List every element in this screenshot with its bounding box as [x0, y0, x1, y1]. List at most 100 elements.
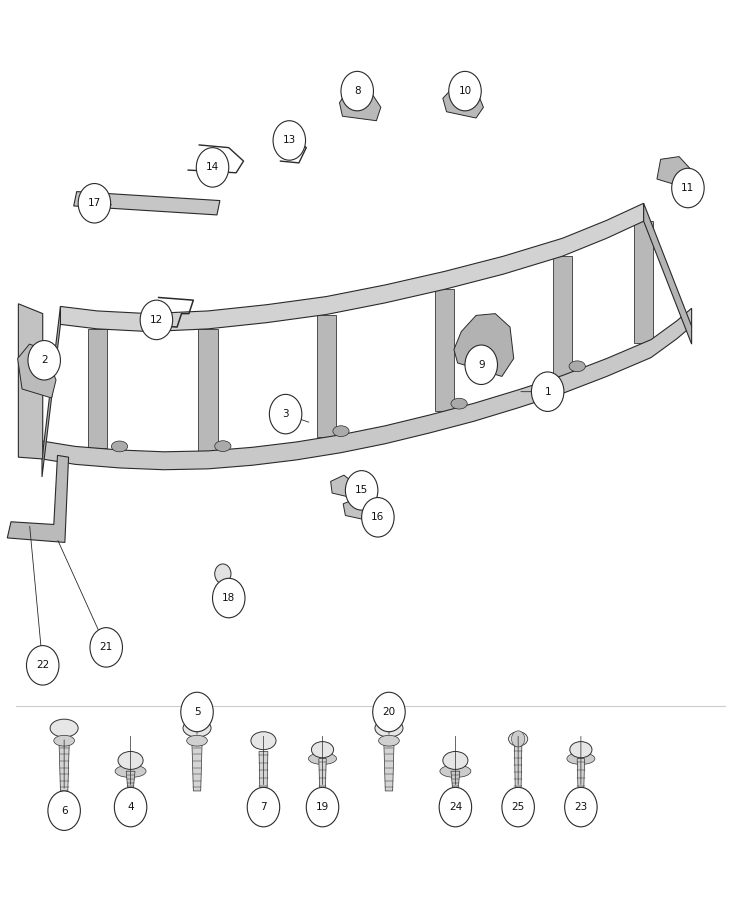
Polygon shape	[435, 290, 454, 411]
Text: 24: 24	[449, 802, 462, 812]
Polygon shape	[339, 89, 381, 121]
Ellipse shape	[54, 735, 75, 746]
Text: 17: 17	[87, 198, 101, 208]
Polygon shape	[443, 86, 483, 118]
Text: 13: 13	[282, 136, 296, 146]
Polygon shape	[343, 498, 370, 520]
Ellipse shape	[251, 732, 276, 750]
Circle shape	[213, 579, 245, 617]
Ellipse shape	[115, 765, 146, 778]
Circle shape	[273, 121, 305, 160]
Text: 20: 20	[382, 707, 396, 717]
Polygon shape	[259, 752, 268, 788]
Ellipse shape	[183, 719, 211, 737]
Text: 22: 22	[36, 661, 50, 670]
Circle shape	[531, 372, 564, 411]
Circle shape	[439, 788, 471, 827]
Text: 5: 5	[193, 707, 200, 717]
Polygon shape	[634, 221, 654, 343]
Ellipse shape	[440, 765, 471, 778]
Polygon shape	[59, 741, 70, 791]
Ellipse shape	[311, 742, 333, 758]
Polygon shape	[192, 741, 202, 791]
Text: 9: 9	[478, 360, 485, 370]
Circle shape	[502, 788, 534, 827]
Ellipse shape	[111, 441, 127, 452]
Circle shape	[362, 498, 394, 537]
Polygon shape	[657, 157, 693, 188]
Circle shape	[306, 788, 339, 827]
Polygon shape	[553, 256, 572, 375]
Polygon shape	[42, 308, 691, 470]
Polygon shape	[61, 203, 644, 331]
Circle shape	[114, 788, 147, 827]
Ellipse shape	[375, 719, 403, 737]
Polygon shape	[451, 771, 460, 788]
Polygon shape	[454, 313, 514, 376]
Circle shape	[511, 731, 525, 747]
Ellipse shape	[187, 735, 207, 746]
Ellipse shape	[443, 752, 468, 770]
Polygon shape	[577, 759, 585, 788]
Polygon shape	[7, 455, 69, 543]
Ellipse shape	[508, 732, 528, 746]
Ellipse shape	[50, 719, 78, 737]
Polygon shape	[18, 344, 56, 398]
Circle shape	[90, 627, 122, 667]
Circle shape	[78, 184, 110, 223]
Circle shape	[48, 791, 80, 831]
Text: 10: 10	[459, 86, 471, 96]
Circle shape	[341, 71, 373, 111]
Text: 8: 8	[354, 86, 361, 96]
Ellipse shape	[570, 742, 592, 758]
Text: 14: 14	[206, 162, 219, 173]
Ellipse shape	[308, 752, 336, 764]
Polygon shape	[316, 314, 336, 437]
Polygon shape	[330, 475, 355, 498]
Polygon shape	[126, 771, 135, 788]
Text: 16: 16	[371, 512, 385, 522]
Text: 3: 3	[282, 410, 289, 419]
Circle shape	[345, 471, 378, 510]
Polygon shape	[384, 741, 394, 791]
Ellipse shape	[215, 441, 231, 452]
Polygon shape	[199, 328, 218, 451]
Circle shape	[465, 345, 497, 384]
Circle shape	[671, 168, 704, 208]
Circle shape	[27, 645, 59, 685]
Circle shape	[270, 394, 302, 434]
Text: 25: 25	[511, 802, 525, 812]
Circle shape	[140, 301, 173, 339]
Circle shape	[28, 340, 61, 380]
Ellipse shape	[333, 426, 349, 436]
Text: 4: 4	[127, 802, 134, 812]
Polygon shape	[74, 192, 220, 215]
Text: 11: 11	[681, 183, 694, 193]
Polygon shape	[514, 746, 522, 788]
Text: 23: 23	[574, 802, 588, 812]
Text: 21: 21	[99, 643, 113, 652]
Circle shape	[449, 71, 481, 111]
Circle shape	[247, 788, 279, 827]
Text: 12: 12	[150, 315, 163, 325]
Ellipse shape	[379, 735, 399, 746]
Polygon shape	[19, 304, 43, 459]
Text: 15: 15	[355, 485, 368, 495]
Circle shape	[373, 692, 405, 732]
Text: 1: 1	[545, 387, 551, 397]
Polygon shape	[42, 306, 61, 477]
Polygon shape	[644, 203, 691, 344]
Text: 19: 19	[316, 802, 329, 812]
Ellipse shape	[118, 752, 143, 770]
Circle shape	[565, 788, 597, 827]
Text: 18: 18	[222, 593, 236, 603]
Polygon shape	[87, 328, 107, 448]
Ellipse shape	[567, 752, 595, 764]
Circle shape	[196, 148, 229, 187]
Circle shape	[215, 564, 231, 584]
Ellipse shape	[451, 399, 468, 409]
Text: 2: 2	[41, 356, 47, 365]
Text: 7: 7	[260, 802, 267, 812]
Circle shape	[181, 692, 213, 732]
Polygon shape	[319, 759, 326, 788]
